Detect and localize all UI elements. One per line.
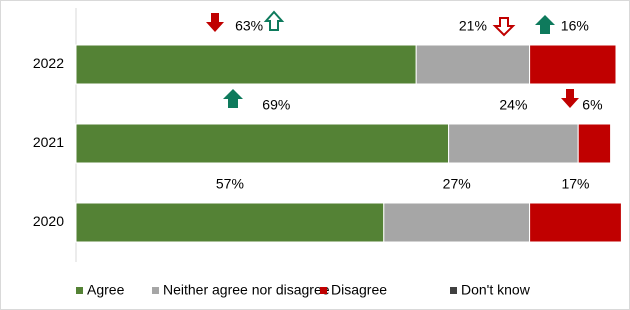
bar-segment: [75, 202, 385, 243]
legend-label: Disagree: [331, 282, 387, 298]
legend-label: Agree: [87, 282, 125, 298]
decrease-arrow-outline: [492, 17, 516, 37]
decrease-arrow: [561, 89, 579, 108]
y-tick-label: 2022: [33, 55, 64, 71]
increase-arrow: [223, 89, 243, 108]
change-arrows: [206, 10, 579, 108]
legend-swatch: [320, 287, 327, 294]
data-label: 57%: [216, 176, 244, 192]
bar-segment: [75, 44, 417, 85]
legend-label: Neither agree nor disagree: [163, 282, 330, 298]
bar-segment: [448, 123, 579, 164]
data-label: 63%: [235, 18, 263, 34]
bar-segment: [529, 202, 622, 243]
legend-swatch: [76, 287, 83, 294]
y-tick-label: 2021: [33, 134, 64, 150]
bar-segment: [75, 123, 450, 164]
legend-swatch: [450, 287, 457, 294]
data-label: 16%: [561, 18, 589, 34]
data-label: 6%: [582, 97, 602, 113]
decrease-arrow: [206, 13, 224, 32]
data-label: 17%: [561, 176, 589, 192]
increase-arrow-outline: [263, 10, 285, 31]
y-tick-label: 2020: [33, 213, 64, 229]
data-label: 27%: [443, 176, 471, 192]
data-label: 69%: [262, 97, 290, 113]
bar-segment: [415, 44, 531, 85]
data-label: 24%: [499, 97, 527, 113]
data-label: 21%: [459, 18, 487, 34]
legend-swatch: [152, 287, 159, 294]
increase-arrow: [535, 15, 555, 34]
bar-segment: [577, 123, 612, 164]
bar-segment: [383, 202, 531, 243]
bar-segment: [529, 44, 617, 85]
legend-label: Don't know: [461, 282, 531, 298]
